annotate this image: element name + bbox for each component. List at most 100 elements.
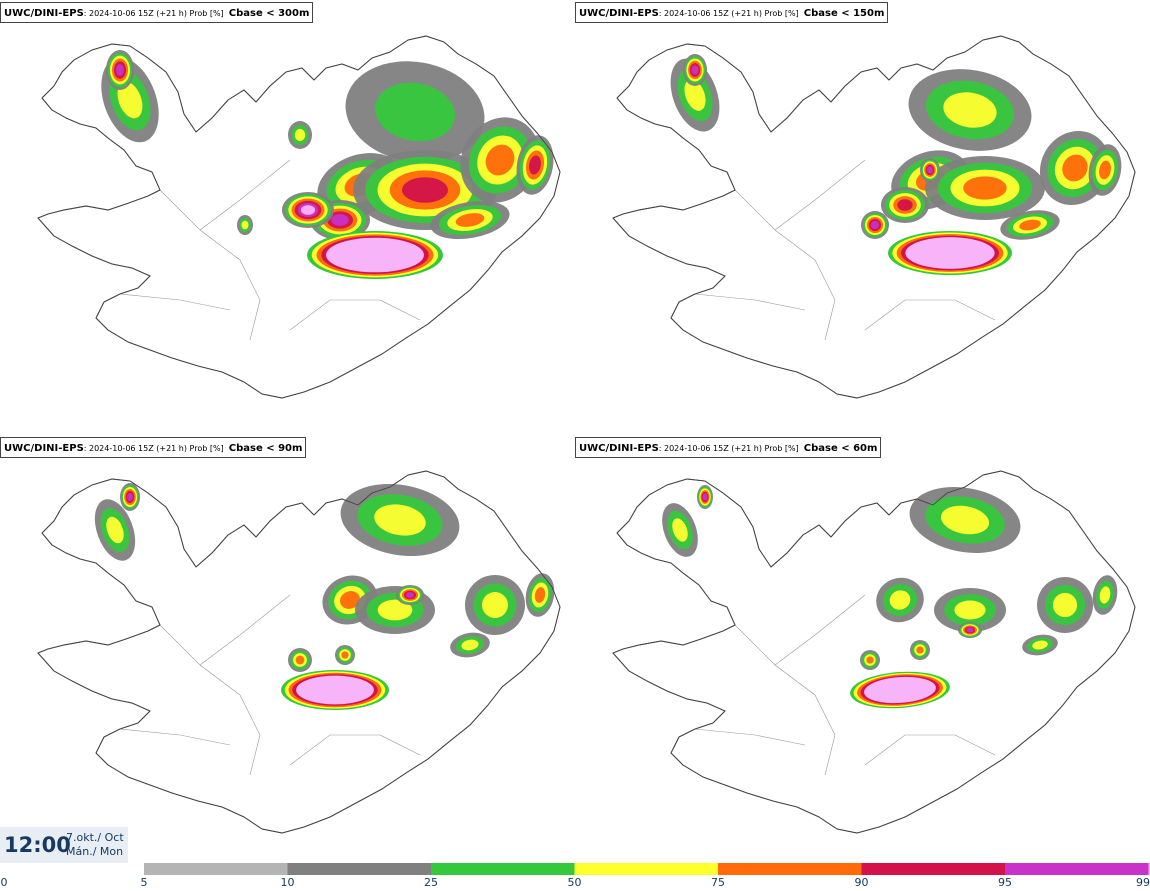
probability-contour [966, 627, 974, 633]
probability-contour [482, 592, 508, 618]
colorbar-tick-label: 90 [854, 876, 869, 889]
iceland-map-300m [37, 35, 561, 399]
colorbar-swatch [861, 863, 1006, 875]
probability-contour [1032, 640, 1048, 650]
probability-contour [455, 213, 485, 227]
probability-contour [1099, 586, 1111, 604]
map-panel-60m: UWC/DINI-EPS: 2024-10-06 15Z (+21 h) Pro… [575, 435, 1150, 870]
probability-contour [331, 214, 349, 226]
colorbar-tick-label: 50 [567, 876, 582, 889]
probability-contour [866, 656, 874, 664]
coastline-outline [612, 470, 1136, 834]
iceland-map-60m [612, 470, 1136, 834]
valid-date-line1: 7.okt./ Oct [66, 831, 124, 844]
glacier-probability-area [864, 676, 936, 704]
model-name: UWC/DINI-EPS [579, 8, 659, 19]
probability-contour [485, 144, 515, 176]
probability-contour [940, 505, 990, 535]
probability-contour [461, 639, 479, 651]
probability-contour [374, 504, 426, 536]
colorbar-swatch [144, 863, 288, 875]
variable-name: Cbase < 150m [803, 8, 885, 19]
model-name: UWC/DINI-EPS [4, 8, 84, 19]
iceland-map-90m [37, 470, 561, 834]
map-panel-90m: UWC/DINI-EPS: 2024-10-06 15Z (+21 h) Pro… [0, 435, 575, 870]
probability-contour [963, 176, 1007, 200]
colorbar-swatch [431, 863, 575, 875]
region-boundaries [119, 159, 421, 341]
model-name: UWC/DINI-EPS [4, 443, 84, 454]
probability-contour [294, 128, 306, 142]
region-boundaries [119, 594, 421, 776]
map-panel-150m: UWC/DINI-EPS: 2024-10-06 15Z (+21 h) Pro… [575, 0, 1150, 435]
model-name: UWC/DINI-EPS [579, 443, 659, 454]
run-info: : 2024-10-06 15Z (+21 h) Prob [%] [658, 9, 799, 18]
probability-contour [889, 590, 911, 610]
map-panel-300m: UWC/DINI-EPS: 2024-10-06 15Z (+21 h) Pro… [0, 0, 575, 435]
glacier-probability-area [326, 237, 424, 273]
panel-title: UWC/DINI-EPS: 2024-10-06 15Z (+21 h) Pro… [575, 2, 889, 23]
colorbar-swatch [574, 863, 719, 875]
colorbar-tick-label: 95 [998, 876, 1012, 889]
glacier-probability-area [296, 675, 374, 705]
probability-contour [300, 205, 316, 215]
probability-contour [241, 220, 249, 230]
valid-time: 12:00 [4, 833, 71, 857]
region-boundaries [694, 159, 996, 341]
probability-contour [1052, 592, 1078, 618]
probability-contour [943, 92, 997, 128]
probability-contour [377, 599, 413, 621]
colorbar-tick-label: 5 [140, 876, 148, 889]
colorbar-swatch [718, 863, 862, 875]
valid-time-box: 12:00 7.okt./ Oct Mán./ Mon [0, 827, 128, 863]
probability-contour [375, 82, 455, 142]
glacier-probability-area [905, 237, 995, 269]
probability-contour [684, 79, 706, 111]
coastline-outline [37, 470, 561, 834]
run-info: : 2024-10-06 15Z (+21 h) Prob [%] [83, 444, 224, 453]
probability-contour [691, 65, 699, 75]
probability-contour [106, 516, 124, 544]
colorbar-tick-label: 0 [0, 876, 8, 889]
valid-date-line2: Mán./ Mon [66, 845, 124, 858]
probability-contour [341, 651, 349, 659]
colorbar-tick-label: 99 [1136, 876, 1150, 889]
probability-contour [897, 199, 913, 211]
panel-title: UWC/DINI-EPS: 2024-10-06 15Z (+21 h) Pro… [0, 2, 314, 23]
colorbar-swatch [1005, 863, 1149, 875]
panel-title: UWC/DINI-EPS: 2024-10-06 15Z (+21 h) Pro… [0, 437, 307, 458]
colorbar-tick-label: 10 [280, 876, 295, 889]
probability-contour [401, 177, 449, 203]
probability-contour [117, 81, 143, 119]
colorbar-swatches [144, 863, 1150, 875]
probability-contour [295, 655, 305, 665]
probability-contour [115, 64, 125, 76]
probability-contour [916, 646, 924, 654]
probability-contour [127, 492, 133, 502]
probability-contour [1099, 160, 1111, 180]
region-boundaries [694, 594, 996, 776]
variable-name: Cbase < 60m [803, 443, 878, 454]
run-info: : 2024-10-06 15Z (+21 h) Prob [%] [658, 444, 799, 453]
probability-contour [529, 155, 541, 175]
colorbar-tick-label: 25 [424, 876, 438, 889]
probability-contour [1019, 219, 1041, 231]
coastline-outline [37, 35, 561, 399]
coastline-outline [612, 35, 1136, 399]
colorbar-tick-label: 75 [711, 876, 725, 889]
probability-contour [954, 600, 986, 620]
run-info: : 2024-10-06 15Z (+21 h) Prob [%] [83, 9, 224, 18]
iceland-map-150m [612, 35, 1136, 399]
valid-date: 7.okt./ Oct Mán./ Mon [66, 831, 124, 859]
probability-contour [1062, 154, 1088, 182]
colorbar-swatch [287, 863, 432, 875]
variable-name: Cbase < 90m [228, 443, 303, 454]
colorbar-swatch [1148, 863, 1150, 875]
probability-contour [927, 166, 933, 174]
probability-colorbar: 0 5 10 25 50 75 90 95 99 [0, 862, 1150, 891]
variable-name: Cbase < 300m [228, 8, 310, 19]
probability-contour [534, 587, 546, 603]
probability-contour [405, 592, 415, 598]
probability-contour [672, 518, 688, 542]
panel-title: UWC/DINI-EPS: 2024-10-06 15Z (+21 h) Pro… [575, 437, 882, 458]
